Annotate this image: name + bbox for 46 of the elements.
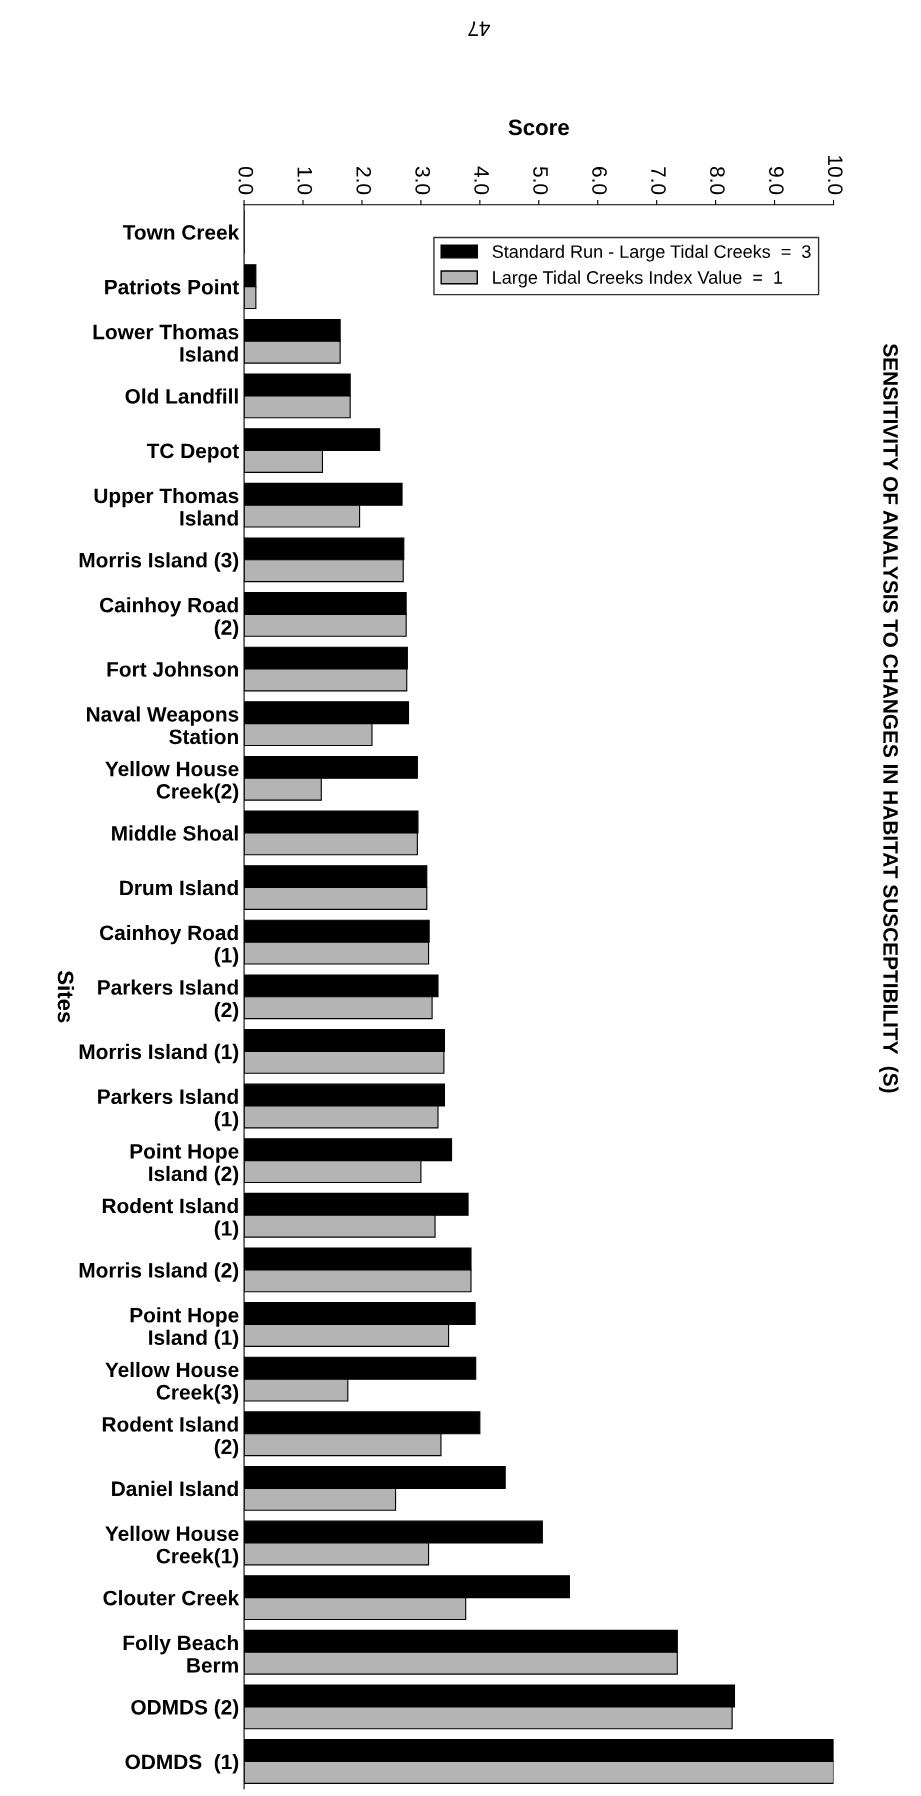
y-tick-label: Morris Island (3) — [79, 552, 239, 572]
x-tick-label: 9.0 — [768, 167, 784, 195]
y-tick-label: Town Creek — [122, 224, 240, 240]
y-tick-label: TC Depot — [146, 443, 239, 463]
y-tick-label: Rodent Island (1) — [102, 1198, 239, 1240]
y-tick-label: ODMDS (2) — [131, 1699, 239, 1719]
y-tick-label: Old Landfill — [125, 388, 238, 404]
y-tick-label: Parkers Island (1) — [98, 1088, 239, 1131]
x-tick-label: 4.0 — [474, 166, 489, 195]
x-tick-label: 0.0 — [238, 166, 254, 195]
x-tick-label: 10.0 — [827, 156, 843, 195]
y-tick-label: Daniel Island — [112, 1480, 238, 1497]
y-tick-label: Patriots Point — [105, 279, 239, 295]
y-tick-label: Morris Island (1) — [79, 1043, 239, 1064]
x-tick-label: 8.0 — [710, 166, 725, 195]
y-tick-label: Cainhoy Road (2) — [100, 597, 239, 640]
y-tick-label: Yellow House Creek(3) — [105, 1361, 239, 1404]
x-tick-label: 6.0 — [592, 167, 607, 195]
y-tick-label: ODMDS (1) — [125, 1753, 239, 1774]
text: SENSITIVITY OF ANALYSIS TO CHANGES IN HABITAT SUSCEPTIBILITY (S) — [879, 343, 899, 1093]
y-tick-label: Point Hope Island (1) — [130, 1307, 239, 1350]
y-tick-label: Middle Shoal — [112, 825, 238, 841]
y-tick-label: Upper Thomas Island — [94, 487, 239, 526]
x-tick-label: 5.0 — [533, 166, 548, 195]
x-tick-label: 2.0 — [356, 167, 372, 195]
y-tick-label: Yellow House Creek(2) — [105, 761, 239, 803]
y-tick-label: Point Hope Island (2) — [130, 1143, 239, 1186]
y-tick-label: Morris Island (2) — [79, 1262, 239, 1282]
y-tick-label: Rodent Island (2) — [102, 1416, 239, 1459]
y-tick-label: Yellow House Creek(1) — [105, 1525, 239, 1568]
y-tick-label: Cainhoy Road (1) — [100, 924, 239, 967]
y-tick-label: Fort Johnson — [107, 661, 238, 677]
legend-label: Standard Run - Large Tidal Creeks = 3 — [492, 244, 811, 262]
legend-label: Large Tidal Creeks Index Value = 1 — [493, 270, 783, 288]
y-tick-label: Clouter Creek — [103, 1590, 240, 1606]
x-tick-label: 3.0 — [415, 166, 431, 195]
y-tick-label: Lower Thomas Island — [93, 324, 239, 362]
y-tick-label: Folly Beach Berm — [123, 1635, 238, 1673]
text: 47 — [468, 21, 491, 36]
x-tick-label: 1.0 — [297, 167, 313, 195]
y-tick-label: Drum Island — [120, 879, 238, 896]
y-tick-label: Parkers Island (2) — [98, 979, 239, 1022]
y-axis-title: Sites — [57, 970, 75, 1023]
y-tick-label: Naval Weapons Station — [86, 706, 239, 745]
x-axis-title: Score — [508, 119, 569, 136]
x-tick-label: 7.0 — [651, 167, 666, 195]
